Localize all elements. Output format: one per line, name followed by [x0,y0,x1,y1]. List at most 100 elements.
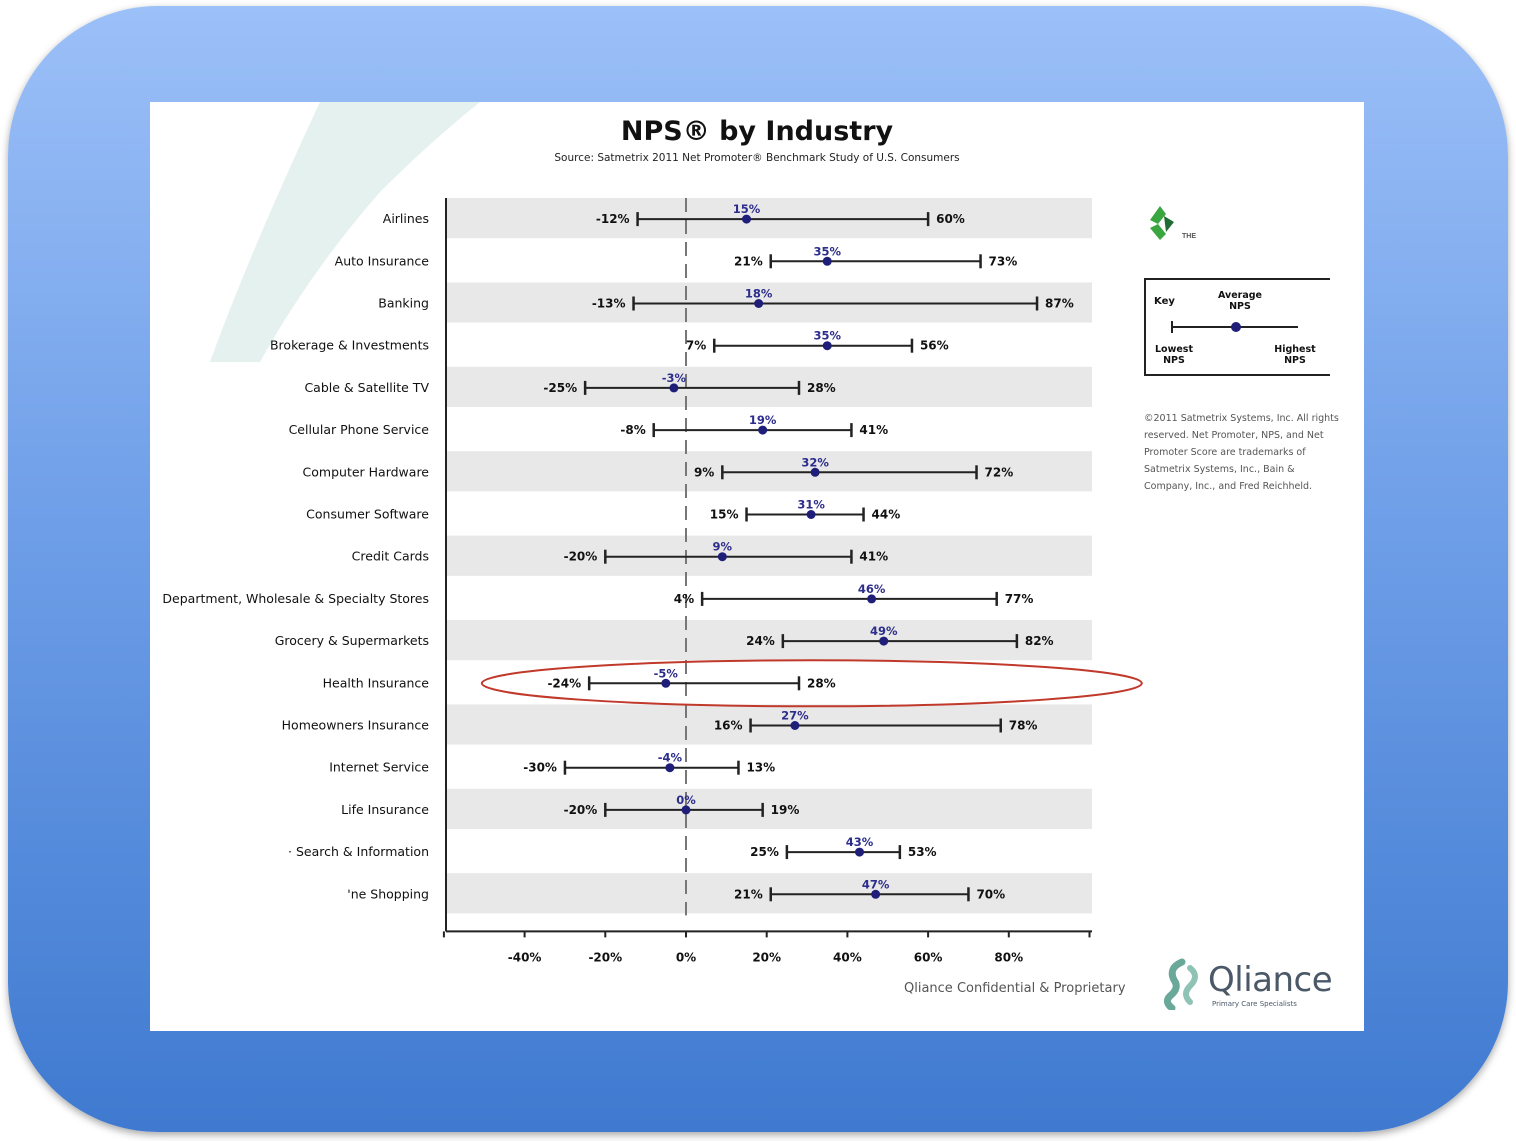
x-tick-label: -40% [508,950,542,964]
footer-confidential: Qliance Confidential & Proprietary [904,981,1126,996]
high-value-label: 77% [1005,592,1034,606]
average-marker [665,763,675,773]
average-marker [717,552,727,562]
x-tick-label: 80% [994,950,1023,964]
key-average-label: Average NPS [1218,290,1262,312]
average-value-label: 43% [846,835,874,849]
average-value-label: 9% [713,540,733,554]
average-marker [822,256,832,266]
satmetrix-logo-icon: THE [1150,206,1196,240]
average-value-label: -4% [658,751,683,765]
high-value-label: 41% [859,423,888,437]
average-marker [810,467,820,477]
average-value-label: 31% [797,498,825,512]
average-marker [758,425,768,435]
qliance-logo-icon [1163,958,1198,1010]
high-value-label: 56% [920,339,949,353]
low-value-label: -20% [564,803,598,817]
average-value-label: -5% [654,666,679,680]
chart-title: NPS® by Industry [620,116,894,147]
category-label: · Search & Information [288,844,429,859]
average-value-label: 47% [862,877,890,891]
low-value-label: -20% [564,550,598,564]
low-value-label: 4% [674,592,694,606]
high-value-label: 60% [936,212,965,226]
brand-name: Qliance [1208,960,1333,1000]
category-label: Homeowners Insurance [282,718,430,733]
category-label: Life Insurance [341,802,429,817]
average-value-label: -3% [662,371,687,385]
low-value-label: 15% [710,508,739,522]
category-label: Brokerage & Investments [270,338,429,353]
average-value-label: 18% [745,287,773,301]
high-value-label: 72% [985,465,1014,479]
category-label: Credit Cards [352,549,429,564]
highlight-ellipse [480,659,1143,708]
average-marker [855,847,865,857]
row-band [446,873,1092,914]
low-value-label: 24% [746,634,775,648]
average-value-label: 35% [813,329,841,343]
average-marker [754,299,764,308]
x-tick-label: 60% [914,950,943,964]
average-value-label: 0% [676,793,696,807]
average-value-label: 27% [781,709,809,723]
x-tick-label: 40% [833,950,862,964]
copyright-note: ©2011 Satmetrix Systems, Inc. All rights… [1144,413,1339,492]
low-value-label: 16% [714,719,743,733]
category-label: Health Insurance [323,675,430,690]
high-value-label: 44% [872,508,901,522]
key-highest-label: Highest NPS [1274,344,1316,366]
high-value-label: 78% [1009,719,1038,733]
low-value-label: -12% [596,212,630,226]
low-value-label: -24% [547,676,581,690]
average-marker [790,721,800,730]
high-value-label: 41% [859,550,888,564]
x-tick-label: 20% [752,950,781,964]
category-label: 'ne Shopping [347,886,429,901]
high-value-label: 73% [989,254,1018,268]
nps-chart: -40% -20% 0% 20% 40% 60% 80% Airlines -12% 60% 15%… [162,198,1143,964]
svg-text:THE: THE [1182,233,1196,240]
category-label: Cable & Satellite TV [304,380,429,395]
average-marker [669,383,679,393]
average-value-label: 46% [858,582,886,596]
key-title: Key [1154,296,1175,307]
high-value-label: 70% [976,887,1005,901]
row-band [446,788,1092,829]
x-tick-label: 0% [676,950,696,964]
low-value-label: 25% [750,845,779,859]
high-value-label: 28% [807,676,836,690]
category-label: Auto Insurance [335,253,430,268]
average-marker [871,889,881,899]
average-marker [879,636,889,646]
category-label: Grocery & Supermarkets [275,633,429,648]
average-marker [806,510,816,519]
category-label: Internet Service [329,760,429,775]
row-band [446,282,1092,323]
high-value-label: 53% [908,845,937,859]
average-value-label: 35% [813,244,841,258]
low-value-label: 9% [694,465,714,479]
average-value-label: 49% [870,624,898,638]
average-marker [822,341,832,351]
high-value-label: 82% [1025,634,1054,648]
category-label: Airlines [383,211,429,226]
category-label: Department, Wholesale & Specialty Stores [162,591,429,606]
low-value-label: 21% [734,887,763,901]
high-value-label: 13% [746,761,775,775]
key-lowest-label: Lowest NPS [1155,344,1193,366]
brand-tagline: Primary Care Specialists [1212,1000,1297,1008]
low-value-label: -25% [543,381,577,395]
average-marker [661,678,671,688]
decorative-swoosh [210,102,480,362]
key-range-icon [1171,321,1298,333]
category-label: Cellular Phone Service [289,422,430,437]
high-value-label: 19% [771,803,800,817]
average-value-label: 15% [733,202,761,216]
average-value-label: 19% [749,413,777,427]
low-value-label: -8% [620,423,645,437]
category-label: Consumer Software [306,507,429,522]
average-marker [742,214,752,224]
low-value-label: 7% [686,339,706,353]
